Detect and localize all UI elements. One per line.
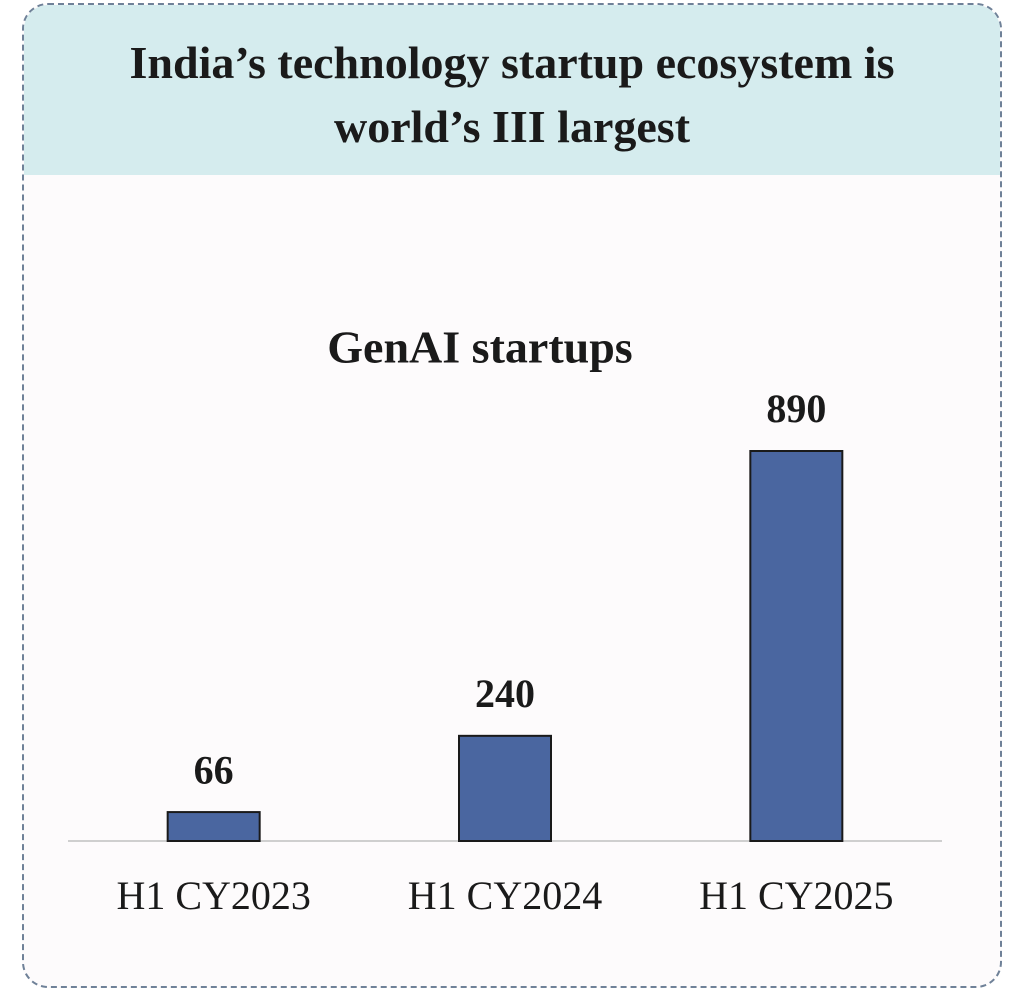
header-title: India’s technology startup ecosystem is … xyxy=(129,37,895,152)
bar xyxy=(749,450,844,842)
bar xyxy=(458,734,552,843)
header-band: India’s technology startup ecosystem is … xyxy=(24,5,1000,175)
chart-title: GenAI startups xyxy=(327,322,632,373)
value-label: 240 xyxy=(475,671,535,716)
x-tick-label: H1 CY2023 xyxy=(116,873,310,918)
value-label: 890 xyxy=(766,386,826,431)
value-label: 66 xyxy=(194,747,234,792)
x-tick-label: H1 CY2024 xyxy=(408,873,602,918)
bar xyxy=(166,811,261,843)
x-tick-label: H1 CY2025 xyxy=(699,873,893,918)
